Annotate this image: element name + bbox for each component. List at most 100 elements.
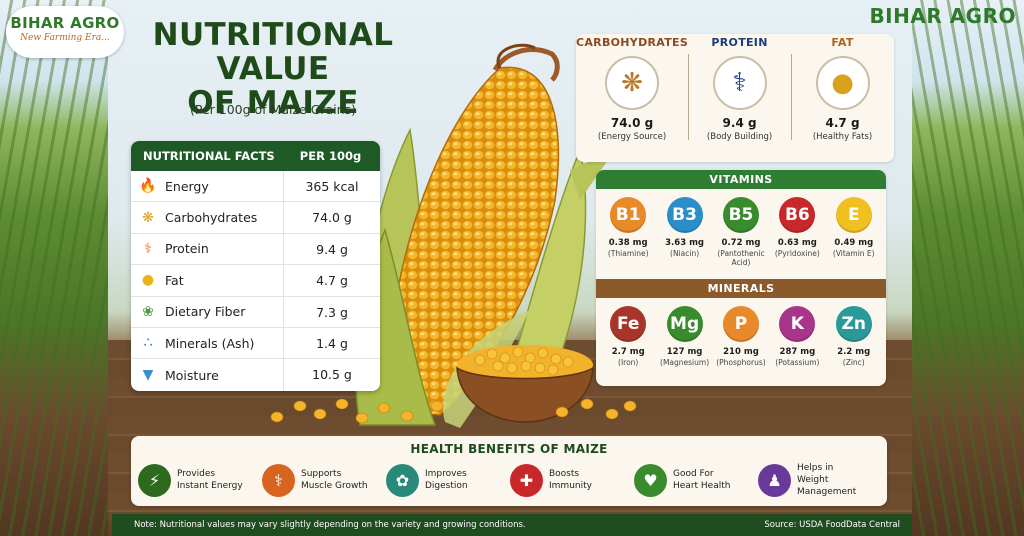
benefit-item: ⚕ Supports Muscle Growth	[262, 462, 384, 498]
vitamin-item: B3 3.63 mg (Niacin)	[658, 197, 712, 267]
lightning-icon: ⚡	[138, 463, 171, 497]
benefit-line-2: Digestion	[425, 481, 468, 491]
row-label: Minerals (Ash)	[165, 335, 255, 351]
mineral-list: Fe 2.7 mg (Iron) Mg 127 mg (Magnesium) P…	[596, 298, 886, 367]
vitamin-name: (Thiamine)	[607, 249, 649, 258]
benefit-line-1: Provides	[177, 469, 216, 479]
wheat-icon: ❋	[142, 209, 154, 226]
nutrition-facts-table: NUTRITIONAL FACTS PER 100g 🔥 Energy 365 …	[131, 141, 380, 391]
logo-name: BIHAR AGRO	[10, 14, 120, 32]
vitamin-e-badge: E	[835, 197, 872, 233]
footer-note: Note: Nutritional values may vary slight…	[134, 520, 526, 530]
mineral-zn-badge: Zn	[835, 306, 872, 342]
flame-icon: 🔥	[139, 178, 157, 195]
mineral-mg-badge: Mg	[666, 306, 703, 342]
benefit-item: ♟ Helps in Weight Management	[758, 462, 880, 498]
header-per-100g: PER 100g	[299, 149, 362, 163]
table-row: ∴ Minerals (Ash) 1.4 g	[131, 327, 380, 360]
row-value: 7.3 g	[283, 296, 380, 327]
minerals-heading: MINERALS	[596, 279, 886, 298]
cornfield-right	[912, 0, 1024, 536]
benefit-line-1: Supports	[301, 469, 342, 479]
row-value: 10.5 g	[283, 359, 380, 391]
benefit-item: ♥ Good For Heart Health	[634, 462, 756, 498]
macronutrient-panel: CARBOHYDRATES ❋ 74.0 g (Energy Source) P…	[576, 34, 894, 162]
macro-subtitle: (Body Building)	[706, 132, 773, 142]
benefit-line-2: Heart Health	[673, 481, 731, 491]
macro-value: 9.4 g	[722, 116, 757, 130]
vitamin-b3-badge: B3	[666, 197, 703, 233]
oil-drop-icon: ●	[815, 56, 870, 110]
mineral-name: (Iron)	[618, 358, 639, 367]
benefit-line-1: Good For	[673, 469, 714, 479]
benefits-heading: HEALTH BENEFITS OF MAIZE	[410, 442, 608, 456]
muscle-icon: ⚕	[144, 240, 152, 257]
brand-logo[interactable]: BIHAR AGRO New Farming Era...	[6, 6, 124, 58]
macro-subtitle: (Healthy Fats)	[812, 132, 873, 142]
stomach-icon: ✿	[386, 463, 419, 497]
mineral-item: Zn 2.2 mg (Zinc)	[827, 306, 881, 367]
title-line-1: NUTRITIONAL VALUE	[152, 17, 394, 87]
leaf-icon: ❀	[142, 303, 154, 320]
macro-title: FAT	[831, 36, 854, 49]
benefit-line-1: Helps in	[797, 463, 834, 473]
row-value: 74.0 g	[283, 202, 380, 233]
row-label: Dietary Fiber	[165, 304, 246, 320]
macro-subtitle: (Energy Source)	[597, 132, 667, 142]
cornfield-left	[0, 0, 108, 536]
macro-value: 74.0 g	[610, 116, 654, 130]
macro-card-protein: PROTEIN ⚕ 9.4 g (Body Building)	[688, 34, 791, 162]
row-label: Fat	[165, 272, 184, 288]
macro-title: CARBOHYDRATES	[576, 36, 689, 49]
row-value: 365 kcal	[283, 171, 380, 202]
row-label: Protein	[165, 241, 209, 257]
mineral-name: (Potassium)	[775, 358, 820, 367]
footer-source: Source: USDA FoodData Central	[764, 520, 900, 530]
row-label: Carbohydrates	[165, 210, 258, 226]
vitamin-name: (Pantothenic Acid)	[717, 249, 765, 267]
vitamins-minerals-panel: VITAMINS B1 0.38 mg (Thiamine) B3 3.63 m…	[596, 170, 886, 386]
vitamin-b5-badge: B5	[722, 197, 759, 233]
page-title: NUTRITIONAL VALUE OF MAIZE	[128, 18, 418, 120]
benefit-line-2: Instant Energy	[177, 481, 243, 491]
macro-card-carbohydrates: CARBOHYDRATES ❋ 74.0 g (Energy Source)	[576, 34, 688, 162]
mineral-fe-badge: Fe	[610, 306, 647, 342]
vitamin-item: E 0.49 mg (Vitamin E)	[827, 197, 881, 267]
vitamin-value: 0.72 mg	[721, 238, 761, 248]
footer-bar: Note: Nutritional values may vary slight…	[112, 514, 912, 536]
vitamin-item: B1 0.38 mg (Thiamine)	[601, 197, 655, 267]
benefit-item: ⚡ Provides Instant Energy	[138, 462, 260, 498]
vitamin-list: B1 0.38 mg (Thiamine) B3 3.63 mg (Niacin…	[596, 189, 886, 267]
row-value: 1.4 g	[283, 327, 380, 359]
table-header: NUTRITIONAL FACTS PER 100g	[131, 141, 380, 171]
macro-title: PROTEIN	[711, 36, 768, 49]
benefit-item: ✚ Boosts Immunity	[510, 462, 632, 498]
heart-icon: ♥	[634, 463, 667, 497]
wheat-icon: ❋	[605, 56, 660, 110]
mineral-value: 127 mg	[666, 347, 703, 357]
benefit-line-2: Immunity	[549, 481, 592, 491]
table-row: ❋ Carbohydrates 74.0 g	[131, 202, 380, 234]
molecule-icon: ∴	[143, 335, 153, 352]
benefit-line-1: Improves	[425, 469, 467, 479]
shield-plus-icon: ✚	[510, 463, 543, 497]
mineral-k-badge: K	[779, 306, 816, 342]
table-row: ❀ Dietary Fiber 7.3 g	[131, 296, 380, 328]
table-row: 🔥 Energy 365 kcal	[131, 171, 380, 203]
table-row: ⚕ Protein 9.4 g	[131, 233, 380, 266]
header-nutritional-facts: NUTRITIONAL FACTS	[143, 149, 275, 163]
row-value: 4.7 g	[283, 265, 380, 296]
vitamins-heading: VITAMINS	[596, 170, 886, 189]
mineral-item: K 287 mg (Potassium)	[770, 306, 824, 367]
water-drop-icon: ▼	[142, 367, 154, 384]
health-benefits-panel: HEALTH BENEFITS OF MAIZE ⚡ Provides Insta…	[131, 436, 887, 506]
mineral-name: (Phosphorus)	[716, 358, 766, 367]
vitamin-value: 0.63 mg	[777, 238, 817, 248]
scattered-kernels	[270, 398, 637, 424]
row-value: 9.4 g	[283, 233, 380, 265]
mineral-value: 2.2 mg	[837, 347, 871, 357]
mineral-value: 287 mg	[779, 347, 816, 357]
person-icon: ♟	[758, 463, 791, 497]
macro-value: 4.7 g	[825, 116, 860, 130]
benefit-line-1: Boosts	[549, 469, 580, 479]
